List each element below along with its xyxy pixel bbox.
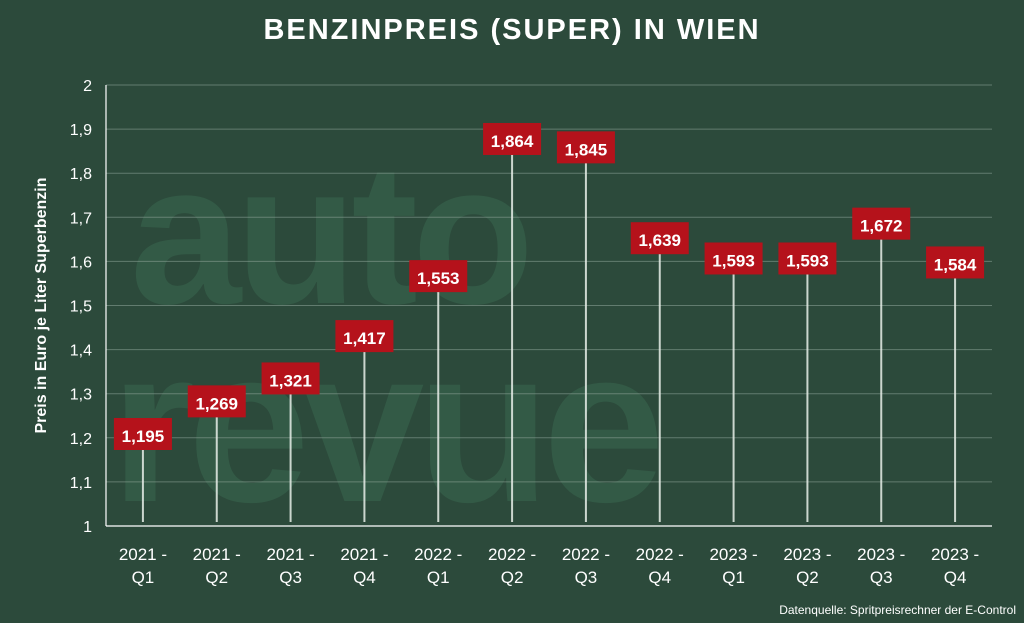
x-tick-label-quarter: Q3 bbox=[870, 568, 893, 587]
bar-value-label: 1,269 bbox=[195, 394, 238, 413]
x-tick-label-quarter: Q4 bbox=[944, 568, 967, 587]
data-source-note: Datenquelle: Spritpreisrechner der E-Con… bbox=[779, 603, 1016, 617]
x-tick-label-quarter: Q2 bbox=[501, 568, 524, 587]
x-tick-label-quarter: Q1 bbox=[132, 568, 155, 587]
x-tick-label-year: 2022 - bbox=[562, 545, 610, 564]
y-tick-label: 1,9 bbox=[70, 122, 92, 139]
x-tick-label-year: 2023 - bbox=[931, 545, 979, 564]
bar-value-box bbox=[113, 418, 172, 451]
y-tick-label: 1,8 bbox=[70, 166, 92, 183]
bar-value-label: 1,321 bbox=[269, 371, 312, 390]
bar-value-box bbox=[630, 222, 689, 255]
x-tick-label-year: 2022 - bbox=[636, 545, 684, 564]
x-tick-label-quarter: Q2 bbox=[205, 568, 228, 587]
bar-value-box bbox=[483, 122, 542, 155]
bar-value-label: 1,195 bbox=[122, 427, 165, 446]
x-tick-label-quarter: Q3 bbox=[575, 568, 598, 587]
bar-value-box bbox=[556, 131, 615, 164]
y-tick-label: 2 bbox=[83, 78, 92, 95]
x-tick-label-year: 2021 - bbox=[193, 545, 241, 564]
x-tick-label-year: 2022 - bbox=[488, 545, 536, 564]
y-tick-label: 1,1 bbox=[70, 475, 92, 492]
x-tick-label-quarter: Q1 bbox=[722, 568, 745, 587]
bar-value-label: 1,864 bbox=[491, 132, 534, 151]
x-tick-label-year: 2023 - bbox=[857, 545, 905, 564]
bar-value-box bbox=[852, 207, 911, 240]
bar-value-label: 1,593 bbox=[786, 251, 829, 270]
x-tick-label-quarter: Q4 bbox=[353, 568, 376, 587]
y-axis-label: Preis in Euro je Liter Superbenzin bbox=[33, 177, 50, 433]
x-tick-label-quarter: Q2 bbox=[796, 568, 819, 587]
y-tick-label: 1,4 bbox=[70, 343, 92, 360]
x-tick-label-year: 2021 - bbox=[266, 545, 314, 564]
x-tick-label-quarter: Q4 bbox=[648, 568, 671, 587]
bar-value-label: 1,639 bbox=[638, 231, 681, 250]
y-tick-label: 1,5 bbox=[70, 299, 92, 316]
bar-value-box bbox=[409, 260, 468, 293]
bar-value-box bbox=[261, 362, 320, 395]
bar-value-label: 1,553 bbox=[417, 269, 460, 288]
y-tick-label: 1,3 bbox=[70, 387, 92, 404]
y-tick-label: 1,6 bbox=[70, 254, 92, 271]
x-tick-label-quarter: Q1 bbox=[427, 568, 450, 587]
bar-value-label: 1,845 bbox=[565, 140, 608, 159]
y-tick-label: 1,7 bbox=[70, 210, 92, 227]
bar-value-label: 1,417 bbox=[343, 329, 386, 348]
y-tick-label: 1,2 bbox=[70, 431, 92, 448]
bar-value-box bbox=[704, 242, 763, 275]
chart-title: BENZINPREIS (SUPER) IN WIEN bbox=[263, 14, 761, 46]
bar-value-label: 1,593 bbox=[712, 251, 755, 270]
bar-value-label: 1,672 bbox=[860, 217, 903, 236]
bar-value-box bbox=[926, 246, 985, 279]
bar-value-box bbox=[778, 242, 837, 275]
x-tick-label-quarter: Q3 bbox=[279, 568, 302, 587]
y-tick-label: 1 bbox=[83, 519, 92, 536]
bar-value-box bbox=[187, 385, 246, 418]
x-tick-label-year: 2023 - bbox=[709, 545, 757, 564]
x-tick-label-year: 2023 - bbox=[783, 545, 831, 564]
x-tick-label-year: 2021 - bbox=[119, 545, 167, 564]
x-tick-label-year: 2021 - bbox=[340, 545, 388, 564]
bar-value-label: 1,584 bbox=[934, 255, 977, 274]
bar-value-box bbox=[335, 320, 394, 353]
x-tick-label-year: 2022 - bbox=[414, 545, 462, 564]
